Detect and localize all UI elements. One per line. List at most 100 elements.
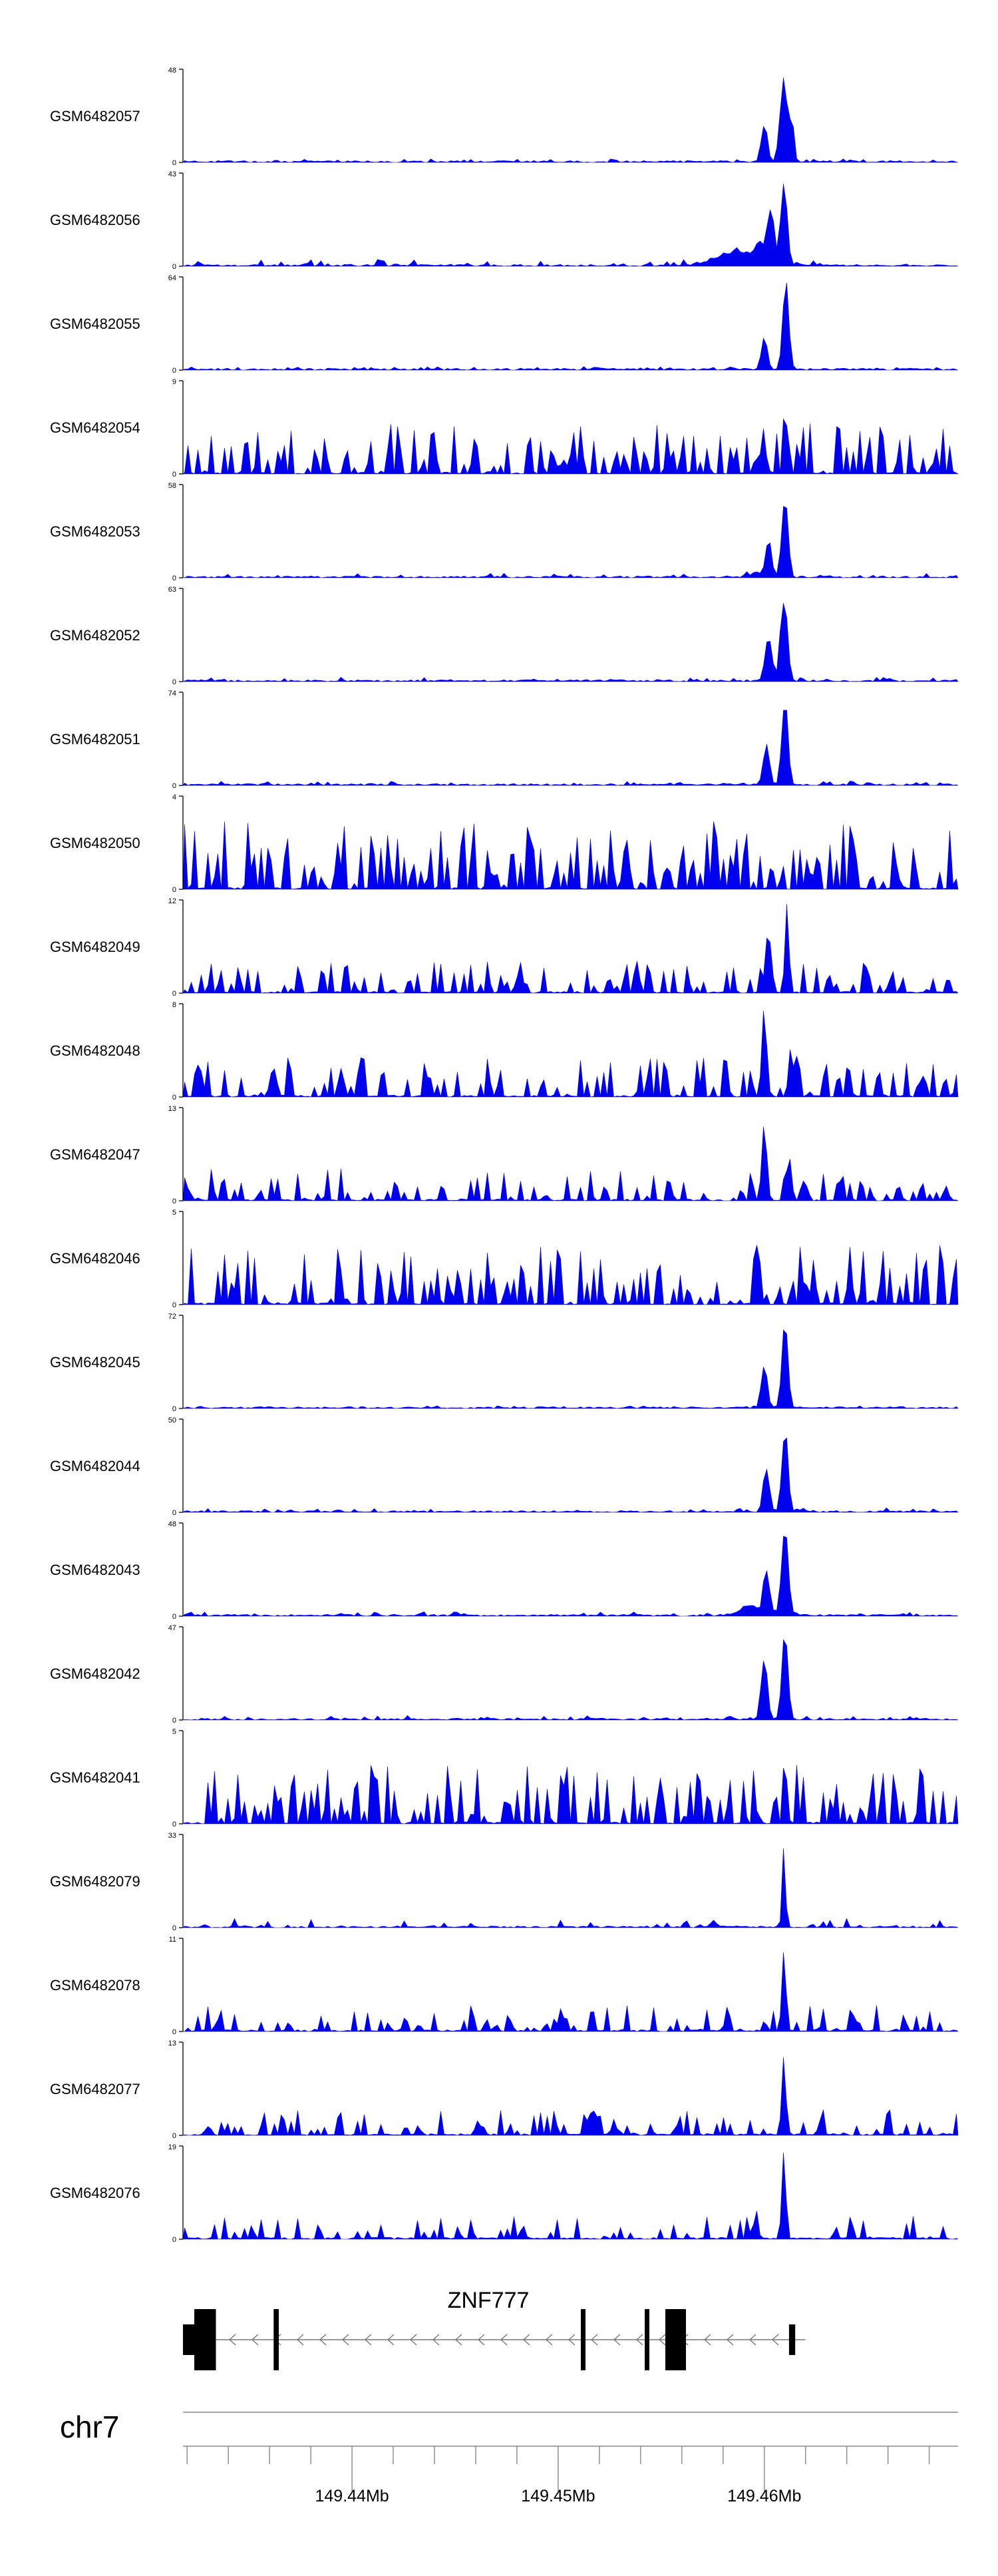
track-GSM6482051 xyxy=(182,710,959,786)
track-label: GSM6482056 xyxy=(50,212,140,228)
strand-arrow xyxy=(477,2334,485,2346)
y-min-label: 0 xyxy=(172,2236,176,2244)
strand-arrow xyxy=(387,2334,395,2346)
y-max-label: 64 xyxy=(168,274,176,282)
track-GSM6482053 xyxy=(182,506,959,578)
track-GSM6482052 xyxy=(182,603,959,682)
signal-area-GSM6482077 xyxy=(182,2057,959,2136)
track-label: GSM6482078 xyxy=(50,1977,140,1994)
y-min-label: 0 xyxy=(172,1613,176,1621)
y-max-label: 63 xyxy=(168,586,176,594)
signal-area-GSM6482055 xyxy=(182,282,959,371)
tick-label: 149.44Mb xyxy=(315,2487,389,2505)
track-label: GSM6482046 xyxy=(50,1250,140,1267)
track-label: GSM6482048 xyxy=(50,1042,140,1059)
y-max-label: 48 xyxy=(168,67,176,75)
y-min-label: 0 xyxy=(172,2028,176,2036)
strand-arrow xyxy=(726,2334,734,2346)
y-min-label: 0 xyxy=(172,1197,176,1205)
track-GSM6482056 xyxy=(182,184,959,267)
strand-arrow xyxy=(409,2334,417,2346)
track-GSM6482048 xyxy=(182,1010,959,1098)
y-min-label: 0 xyxy=(172,574,176,582)
track-GSM6482050 xyxy=(182,821,959,891)
gene-exon xyxy=(665,2309,686,2370)
y-min-label: 0 xyxy=(172,367,176,375)
track-label: GSM6482043 xyxy=(50,1562,140,1578)
strand-arrow xyxy=(658,2334,666,2346)
track-GSM6482054 xyxy=(182,418,959,475)
signal-area-GSM6482079 xyxy=(182,1848,959,1928)
signal-area-GSM6482051 xyxy=(182,710,959,786)
strand-arrow xyxy=(545,2334,553,2346)
signal-area-GSM6482043 xyxy=(182,1536,959,1617)
track-label: GSM6482054 xyxy=(50,419,140,436)
track-GSM6482043 xyxy=(182,1536,959,1617)
track-GSM6482079 xyxy=(182,1848,959,1928)
y-min-label: 0 xyxy=(172,990,176,998)
track-GSM6482042 xyxy=(182,1639,959,1721)
track-label: GSM6482049 xyxy=(50,939,140,955)
y-min-label: 0 xyxy=(172,1509,176,1517)
track-label: GSM6482047 xyxy=(50,1146,140,1163)
y-max-label: 33 xyxy=(168,1832,176,1840)
strand-arrow xyxy=(341,2334,349,2346)
strand-arrow xyxy=(432,2334,440,2346)
gene-exon xyxy=(581,2309,585,2370)
track-GSM6482045 xyxy=(182,1329,959,1409)
strand-arrow xyxy=(296,2334,304,2346)
strand-arrow xyxy=(364,2334,372,2346)
signal-area-GSM6482078 xyxy=(182,1952,959,2032)
gene-exon xyxy=(273,2309,279,2370)
y-max-label: 11 xyxy=(169,1936,176,1944)
track-label: GSM6482045 xyxy=(50,1354,140,1371)
signal-area-GSM6482057 xyxy=(182,77,959,163)
track-label: GSM6482079 xyxy=(50,1873,140,1890)
y-max-label: 5 xyxy=(172,1728,176,1736)
strand-arrow xyxy=(500,2334,508,2346)
strand-arrow xyxy=(319,2334,327,2346)
signal-area-GSM6482042 xyxy=(182,1639,959,1721)
gene-exon xyxy=(183,2324,194,2355)
y-max-label: 50 xyxy=(168,1416,176,1424)
y-max-label: 48 xyxy=(168,1520,176,1528)
y-min-label: 0 xyxy=(172,1301,176,1309)
tick-label: 149.46Mb xyxy=(727,2487,801,2505)
strand-arrow xyxy=(454,2334,462,2346)
strand-arrow xyxy=(748,2334,756,2346)
track-label: GSM6482055 xyxy=(50,316,140,332)
track-GSM6482047 xyxy=(182,1126,959,1201)
y-min-label: 0 xyxy=(172,782,176,790)
track-GSM6482049 xyxy=(182,904,959,994)
strand-arrow xyxy=(568,2334,576,2346)
gene-exon xyxy=(788,2324,796,2355)
y-min-label: 0 xyxy=(172,159,176,167)
y-max-label: 9 xyxy=(172,378,176,386)
y-max-label: 74 xyxy=(168,690,176,698)
y-max-label: 4 xyxy=(172,793,176,801)
signal-area-GSM6482053 xyxy=(182,506,959,578)
track-label: GSM6482077 xyxy=(50,2081,140,2097)
strand-arrow xyxy=(590,2334,598,2346)
signal-area-GSM6482041 xyxy=(182,1765,959,1825)
y-min-label: 0 xyxy=(172,678,176,686)
signal-area-GSM6482049 xyxy=(182,904,959,994)
y-min-label: 0 xyxy=(172,2132,176,2140)
y-min-label: 0 xyxy=(172,886,176,894)
signal-area-GSM6482056 xyxy=(182,184,959,267)
y-max-label: 13 xyxy=(168,2039,176,2047)
track-label: GSM6482044 xyxy=(50,1458,140,1474)
y-max-label: 13 xyxy=(168,1105,176,1113)
y-min-label: 0 xyxy=(172,1717,176,1725)
strand-arrow xyxy=(228,2334,236,2346)
strand-arrow xyxy=(635,2334,643,2346)
y-max-label: 72 xyxy=(168,1313,176,1321)
strand-arrow xyxy=(522,2334,530,2346)
track-label: GSM6482053 xyxy=(50,523,140,540)
y-max-label: 19 xyxy=(168,2143,176,2151)
track-GSM6482041 xyxy=(182,1765,959,1825)
track-label: GSM6482051 xyxy=(50,731,140,748)
track-label: GSM6482057 xyxy=(50,108,140,124)
y-min-label: 0 xyxy=(172,1821,176,1828)
